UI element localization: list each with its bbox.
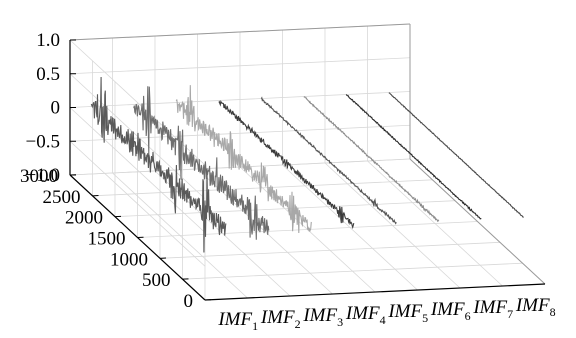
- floor-gridline: [324, 162, 461, 289]
- series-line-imf-8: [388, 92, 524, 218]
- series-label-imf-4: IMF4: [345, 303, 386, 327]
- series-label-imf-5: IMF5: [387, 301, 428, 325]
- series-axis-line: [204, 283, 546, 301]
- depth-tick-label: 1500: [88, 229, 126, 250]
- z-tick-label: 0: [51, 98, 61, 119]
- z-tick-label: 0.5: [36, 64, 60, 85]
- depth-tick-label: 2000: [65, 208, 103, 229]
- floor-gridline: [112, 172, 248, 299]
- series-layer: [90, 76, 524, 253]
- series-line-imf-7: [345, 94, 482, 220]
- series-line-imf-6: [303, 96, 440, 223]
- depth-tick-label: 3000: [20, 166, 58, 187]
- depth-tick-label: 1000: [110, 249, 148, 270]
- back-wall-gridline: [69, 91, 411, 108]
- series-label-imf-3: IMF3: [302, 305, 343, 329]
- side-wall-gridline: [69, 140, 206, 267]
- series-label-imf-2: IMF2: [260, 307, 301, 331]
- axis-edge: [69, 23, 411, 41]
- series-line-imf-3: [175, 85, 312, 234]
- floor-gridline: [154, 170, 291, 297]
- series-line-imf-1: [90, 76, 227, 253]
- depth-tick-label: 500: [142, 270, 171, 291]
- back-wall-gridline: [69, 158, 411, 176]
- series-label-imf-7: IMF7: [472, 297, 513, 321]
- z-tick-label: 1.0: [36, 30, 60, 51]
- series-line-imf-5: [260, 96, 397, 225]
- z-tick-label: −0.5: [26, 131, 60, 152]
- floor-gridline: [367, 160, 503, 287]
- series-line-imf-4: [218, 100, 355, 230]
- series-label-imf-6: IMF6: [430, 299, 471, 323]
- series-label-imf-1: IMF1: [217, 309, 258, 333]
- floor-gridline: [282, 164, 418, 291]
- axis-edge: [409, 158, 546, 285]
- side-wall-gridline: [69, 107, 206, 233]
- depth-tick-label: 2500: [43, 187, 81, 208]
- z-tick-label: −1.0: [26, 165, 60, 186]
- series-label-imf-8: IMF8: [515, 295, 556, 319]
- depth-tick-label: 0: [184, 291, 194, 312]
- series-line-imf-2: [133, 86, 270, 240]
- back-wall-gridline: [69, 57, 411, 75]
